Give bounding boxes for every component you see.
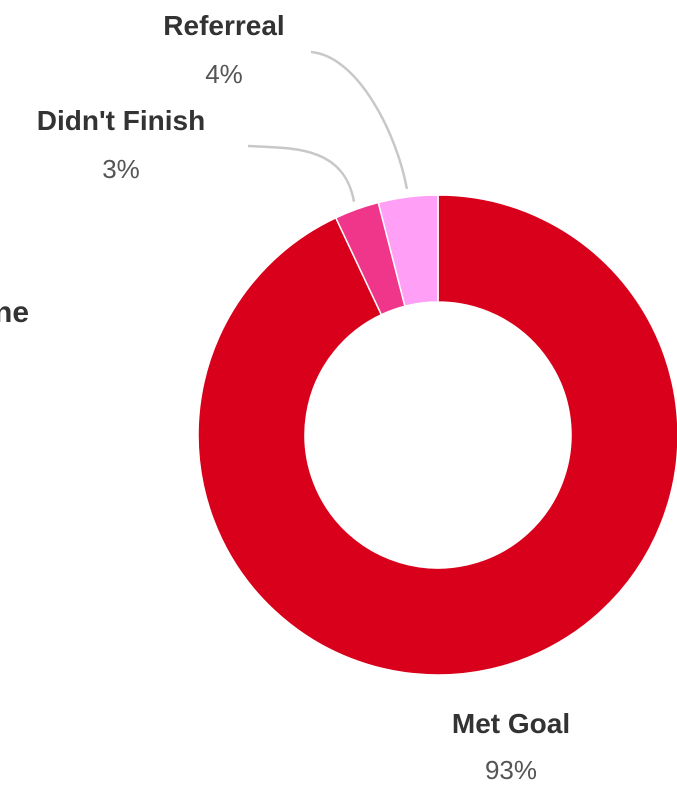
value-referreal: 4% xyxy=(205,59,243,89)
leader-referreal xyxy=(310,50,409,190)
value-met-goal: 93% xyxy=(485,755,537,785)
slice-labels: Met Goal 93% Didn't Finish 3% Referreal … xyxy=(37,10,570,785)
leader-lines xyxy=(247,50,409,202)
slice-referreal xyxy=(377,194,439,308)
label-referreal: Referreal xyxy=(163,10,284,41)
value-didnt-finish: 3% xyxy=(102,154,140,184)
donut-slices xyxy=(197,194,677,676)
chart-title-fragment: ne xyxy=(0,296,29,329)
label-didnt-finish: Didn't Finish xyxy=(37,105,205,136)
label-met-goal: Met Goal xyxy=(452,708,570,739)
slice-met-goal xyxy=(197,194,677,676)
leader-didnt-finish xyxy=(247,144,356,202)
